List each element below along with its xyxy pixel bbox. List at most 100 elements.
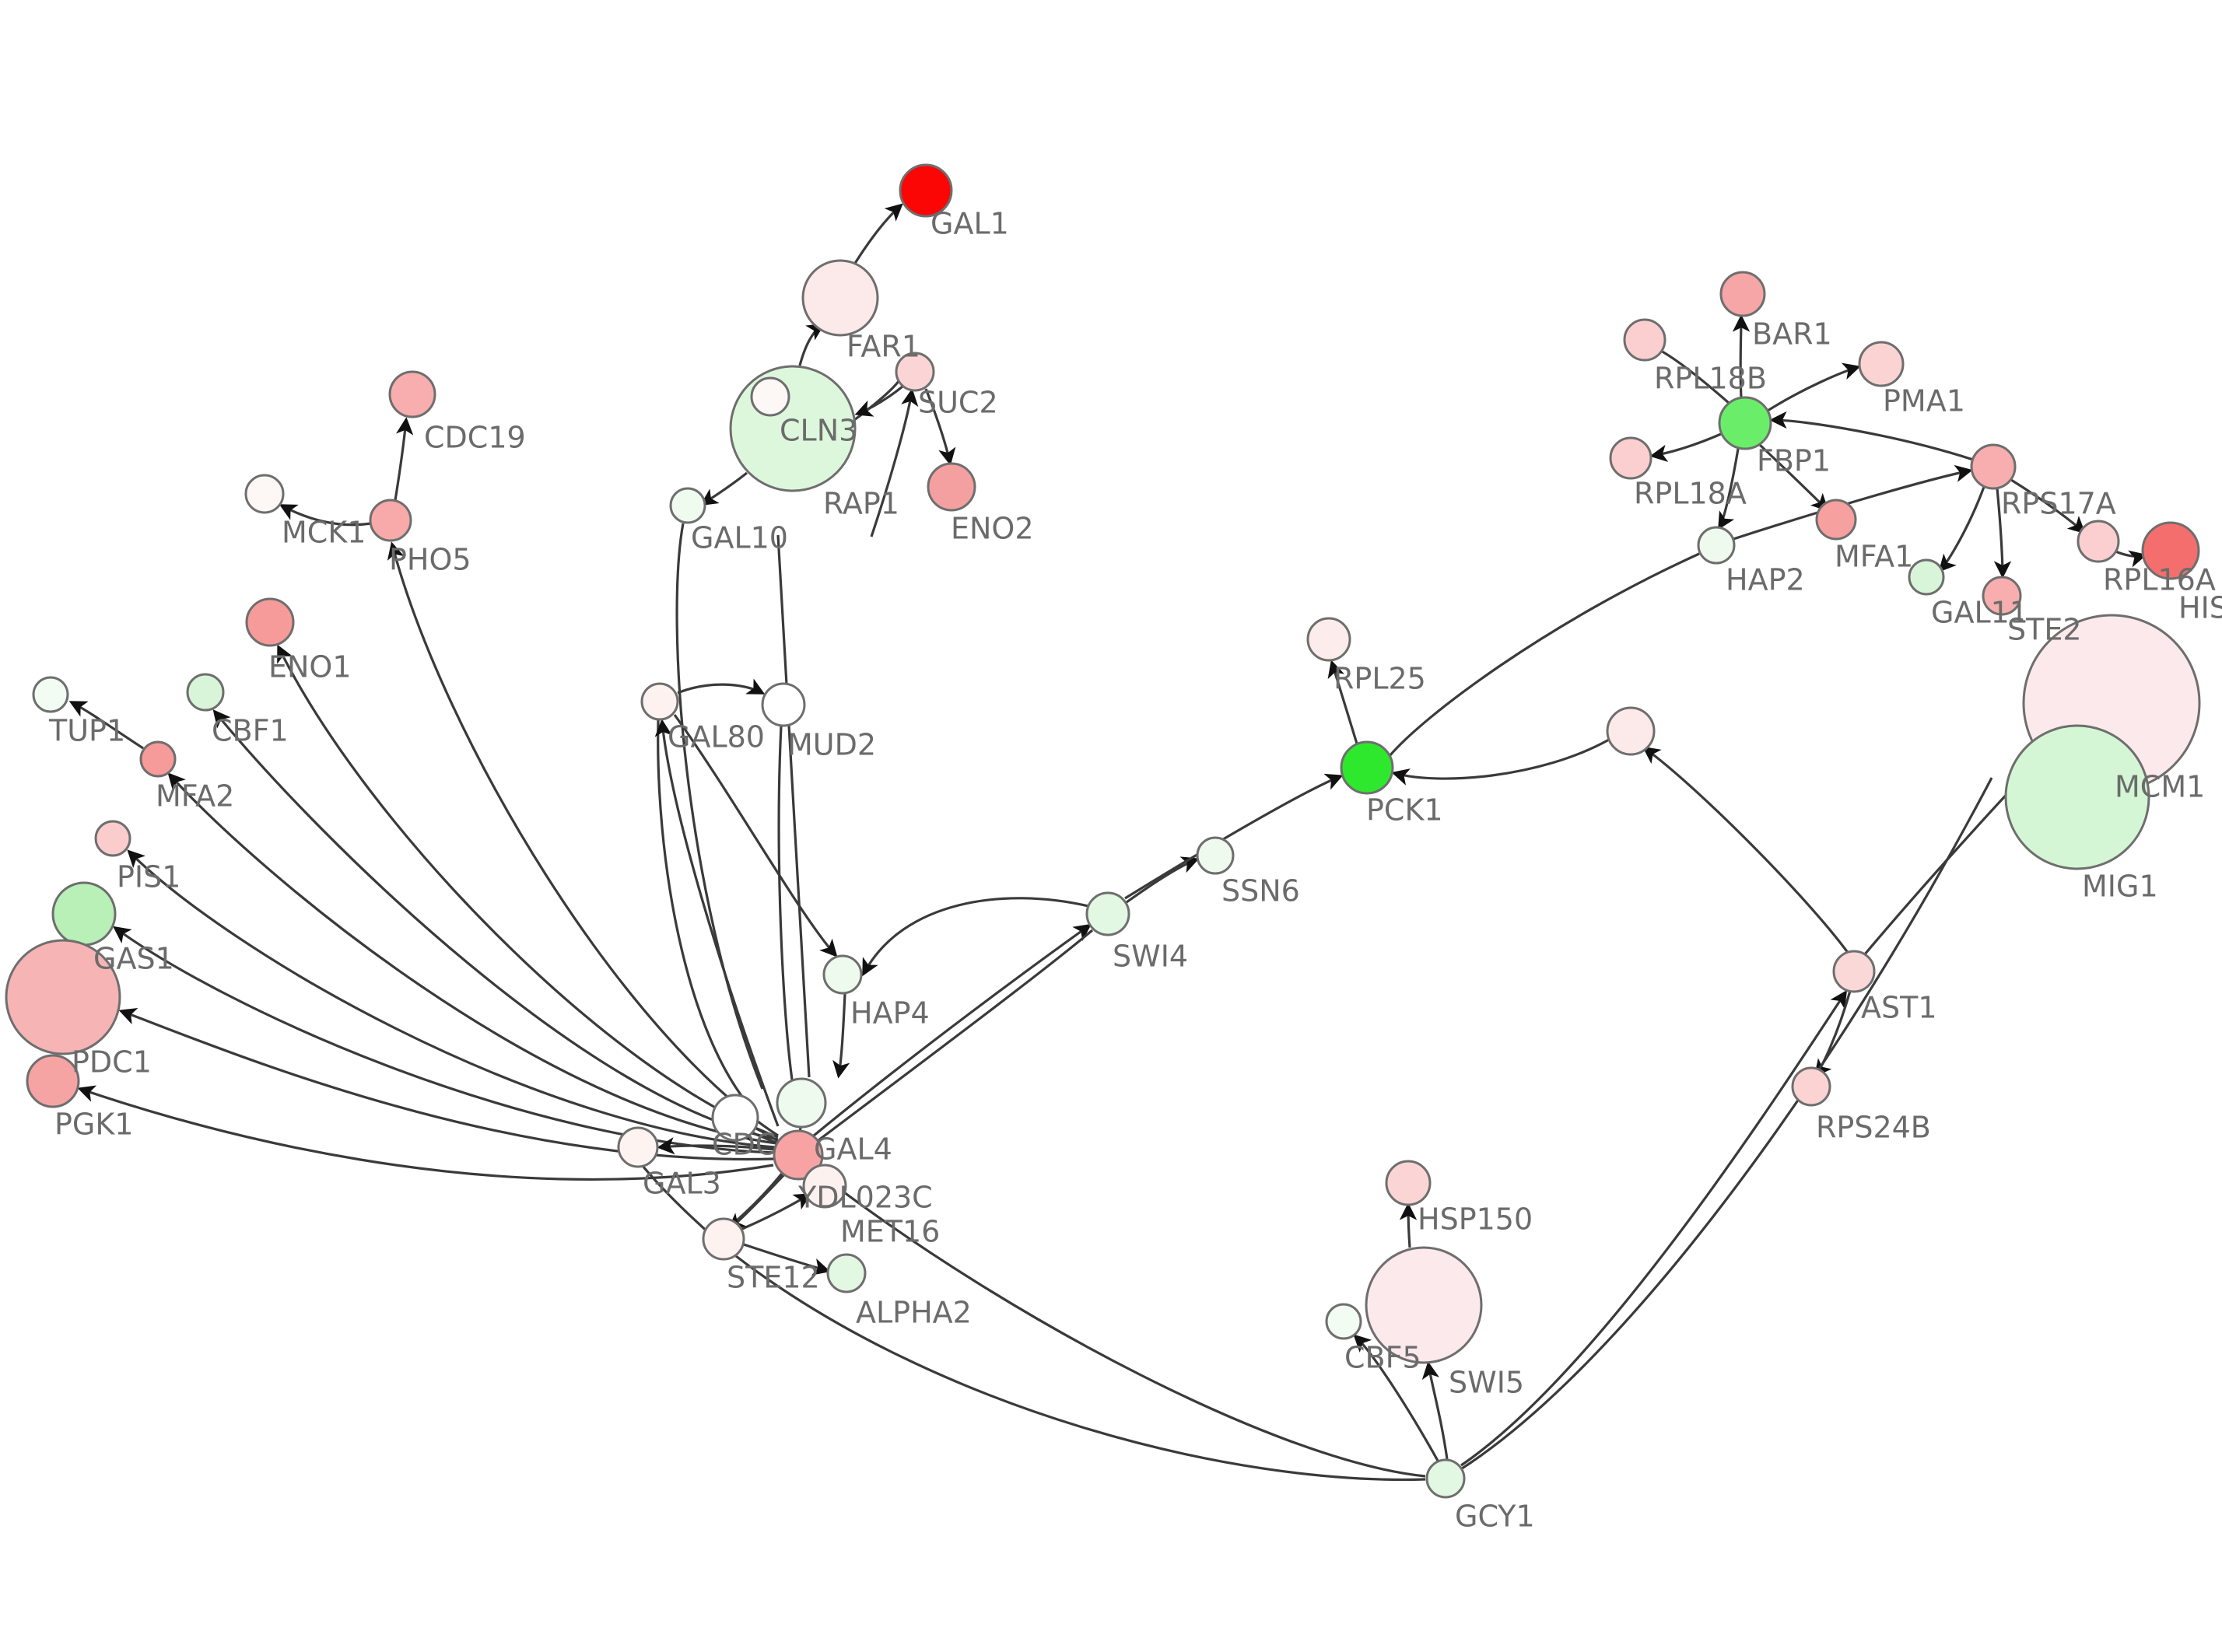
node-label-suc2: SUC2: [918, 386, 998, 420]
node-gal11[interactable]: [1908, 558, 1945, 596]
edge-layer: [68, 203, 2147, 1482]
node-eno2[interactable]: [927, 462, 976, 512]
node-far1[interactable]: [801, 259, 879, 337]
node-hap2[interactable]: [1697, 526, 1736, 565]
node-mfa2[interactable]: [139, 740, 177, 778]
node-gal4[interactable]: [773, 1129, 824, 1181]
node-label-gal80: GAL80: [668, 720, 765, 754]
edge-STE12-to-ALPHA2: [743, 1243, 831, 1276]
edge-GAL4-to-GCY1: [815, 1169, 1426, 1478]
node-mig1[interactable]: [2004, 724, 2150, 870]
node-gal10[interactable]: [669, 487, 706, 524]
node-mck1[interactable]: [244, 474, 285, 514]
node-ste12[interactable]: [702, 1217, 745, 1261]
edge-MUD2-to-GAL4: [777, 725, 794, 1080]
node-ste2[interactable]: [1982, 576, 2022, 616]
node-label-fbp1: FBP1: [1757, 444, 1831, 478]
edge-HAP4-to-GAL4HUB: [832, 993, 850, 1079]
node-rpl25[interactable]: [1306, 617, 1351, 662]
edge-AST1-to-RPS24B: [1814, 990, 1852, 1077]
edge-GAL80_cross-to-HAP4: [673, 714, 838, 957]
node-label-swi4: SWI4: [1113, 940, 1188, 974]
node-swi5[interactable]: [1365, 1246, 1483, 1364]
node-mfa1[interactable]: [1815, 499, 1857, 541]
node-suc2[interactable]: [895, 352, 935, 392]
node-gcy1[interactable]: [1425, 1458, 1466, 1499]
node-gal3[interactable]: [617, 1126, 659, 1168]
node-tup1[interactable]: [32, 676, 69, 713]
node-pgk1[interactable]: [26, 1054, 80, 1108]
edge-MFA2-to-TUP1: [68, 701, 144, 750]
node-label-cdc19: CDC19: [424, 421, 526, 455]
edge-PHO5-to-MCK1: [279, 504, 372, 527]
node-ydl023c[interactable]: [802, 1164, 847, 1209]
node-label-pho5: PHO5: [389, 543, 471, 577]
node-rap1[interactable]: [750, 376, 790, 417]
edge-GAL4-to-MFA2: [167, 772, 777, 1145]
edge-SWI4-to-PCK1: [1124, 773, 1344, 900]
edge-HAP2-to-PCK1_long: [1388, 552, 1700, 758]
edge-GAL80-to-MUD2: [677, 678, 766, 695]
node-cdc[interactable]: [711, 1094, 759, 1142]
node-mud2[interactable]: [761, 682, 806, 727]
node-ssn6[interactable]: [1196, 836, 1235, 875]
node-label-gal4: GAL4: [814, 1132, 892, 1167]
node-label-ste12: STE12: [727, 1261, 820, 1295]
node-label-hsp150: HSP150: [1418, 1202, 1533, 1237]
node-pho5[interactable]: [369, 499, 412, 542]
edge-GCY1-to-SWI5: [1421, 1361, 1449, 1460]
edge-GAL10-to-GAL4: [675, 523, 764, 1090]
node-hsp150[interactable]: [1385, 1160, 1432, 1206]
node-ast1[interactable]: [1832, 950, 1876, 993]
node-pck1[interactable]: [1340, 740, 1394, 795]
edge-PHO5-to-CDC19: [394, 417, 414, 501]
node-cbf1[interactable]: [186, 673, 225, 712]
node-rps24b[interactable]: [1791, 1066, 1831, 1107]
node-gal1[interactable]: [899, 163, 953, 218]
node-alpha2[interactable]: [826, 1253, 867, 1293]
node-rps17a[interactable]: [1970, 443, 2017, 490]
edge-SWI4-to-HAP4: [862, 897, 1089, 977]
edge-CLN3-to-GAL10: [699, 471, 748, 506]
edge-GAL4-to-PIS1: [127, 849, 776, 1149]
edge-RPS17A-to-GAL11: [1938, 486, 1985, 572]
node-gal4hub[interactable]: [776, 1077, 827, 1129]
node-pis1[interactable]: [94, 820, 131, 857]
node-label-gal1: GAL1: [931, 207, 1009, 241]
node-hap4[interactable]: [822, 954, 863, 995]
node-eno1[interactable]: [245, 597, 295, 647]
node-label-tup1: TUP1: [48, 714, 125, 748]
edge-GAL4-to-CBF1: [212, 709, 779, 1141]
node-gal80[interactable]: [640, 682, 679, 721]
node-rpl16a[interactable]: [2077, 520, 2120, 563]
node-label-rap1: RAP1: [823, 487, 899, 521]
edge-SUC2-to-CLN3: [854, 385, 903, 417]
edge-CLN3-to-SUC2: [853, 380, 900, 422]
node-label-ydl023c: YDL023C: [797, 1181, 933, 1215]
edge-RAP1_dn-to-GAL4: [776, 534, 811, 1078]
node-pdc1[interactable]: [5, 939, 121, 1055]
node-label-cbf5: CBF5: [1344, 1341, 1421, 1375]
node-label-rpl18b: RPL18B: [1654, 362, 1767, 396]
node-label-ast1: AST1: [1861, 991, 1937, 1025]
node-cbf5[interactable]: [1325, 1303, 1362, 1340]
node-swi4[interactable]: [1085, 891, 1130, 936]
node-cdc19[interactable]: [388, 370, 436, 418]
node-pma1[interactable]: [1858, 341, 1905, 387]
node-his4[interactable]: [2141, 521, 2200, 580]
node-gas1[interactable]: [51, 881, 117, 947]
edge-RAP1_up-to-SUC2: [870, 388, 919, 537]
node-label-ssn6: SSN6: [1221, 874, 1300, 908]
node-bar1[interactable]: [1719, 271, 1766, 317]
edge-STE12-to-GCY1long: [735, 1255, 1426, 1482]
node-rpl18a[interactable]: [1609, 436, 1652, 480]
edge-RPS17A-to-STE2: [1993, 488, 2012, 579]
edge-GCY1-to-CBF5: [1353, 1334, 1439, 1461]
node-rpl18b[interactable]: [1623, 318, 1666, 362]
edge-RPL16A-to-HIS4: [2113, 549, 2147, 568]
node-label-met16: MET16: [840, 1215, 940, 1249]
edge-UNNAMED_RIGHT-to-PCK1: [1391, 738, 1610, 786]
node-unnamed_right[interactable]: [1606, 706, 1656, 756]
node-fbp1[interactable]: [1718, 396, 1772, 450]
